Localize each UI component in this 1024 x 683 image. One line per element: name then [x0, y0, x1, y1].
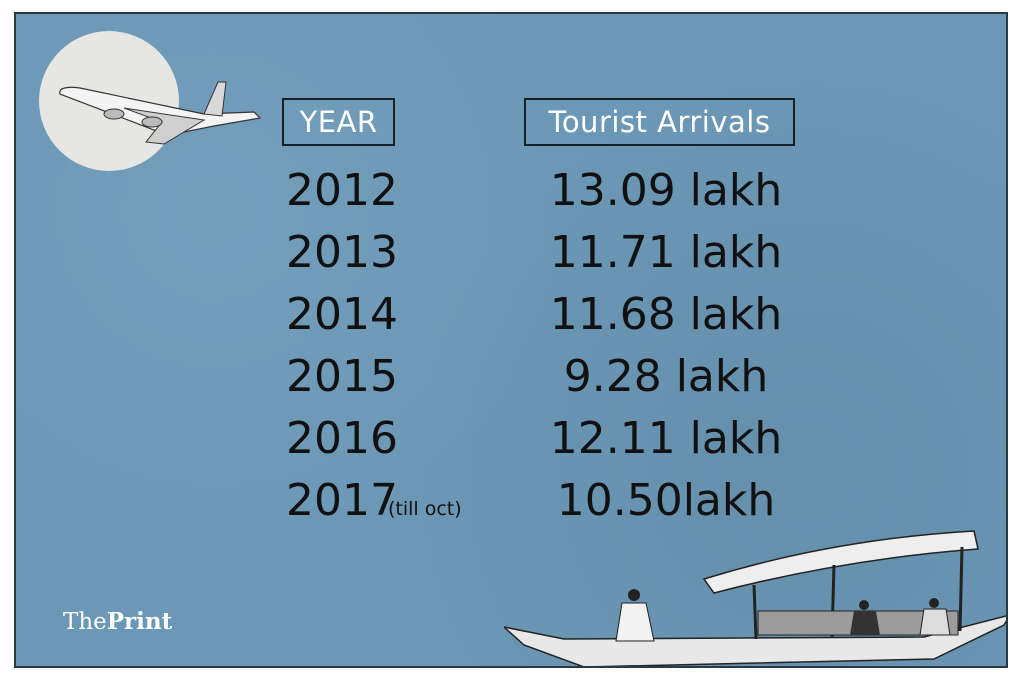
shikara-boat-icon [504, 530, 1006, 666]
year-cell: 2015 [286, 351, 398, 402]
year-cell: 2017 [286, 475, 398, 526]
infographic-card: YEAR Tourist Arrivals 2012 13.09 lakh 2013… [14, 12, 1008, 668]
theprint-logo: ThePrint [63, 608, 173, 635]
year-cell: 2012 [286, 165, 398, 216]
year-cell: 2014 [286, 289, 398, 340]
year-note: (till oct) [388, 498, 462, 520]
header-tourist-arrivals: Tourist Arrivals [524, 98, 795, 146]
tourist-arrivals-cell: 12.11 lakh [549, 413, 783, 464]
airplane-icon [59, 81, 262, 145]
year-cell: 2016 [286, 413, 398, 464]
tourist-arrivals-cell: 9.28 lakh [563, 351, 769, 402]
tourist-arrivals-cell: 11.71 lakh [549, 227, 783, 278]
header-year: YEAR [282, 98, 395, 146]
tourist-arrivals-cell: 10.50lakh [556, 475, 776, 526]
tourist-arrivals-cell: 13.09 lakh [549, 165, 783, 216]
year-cell: 2013 [286, 227, 398, 278]
tourist-arrivals-cell: 11.68 lakh [549, 289, 783, 340]
